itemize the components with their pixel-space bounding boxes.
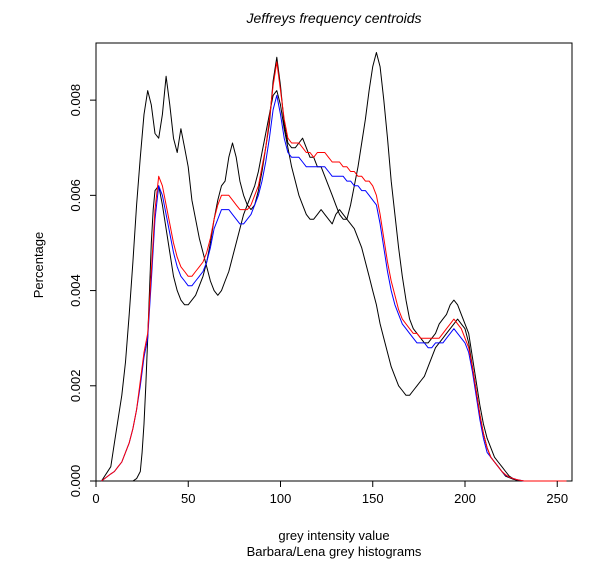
chart-title: Jeffreys frequency centroids [245,10,421,26]
y-tick-label: 0.006 [68,179,83,212]
y-tick-label: 0.004 [68,274,83,307]
x-tick-label: 100 [270,491,292,506]
y-tick-label: 0.008 [68,84,83,117]
x-tick-label: 250 [546,491,568,506]
x-tick-label: 0 [92,491,99,506]
series-line-1 [101,52,567,482]
x-tick-label: 150 [362,491,384,506]
y-axis-label: Percentage [31,232,46,299]
y-tick-label: 0.000 [68,465,83,498]
x-tick-label: 200 [454,491,476,506]
x-axis-sublabel: Barbara/Lena grey histograms [247,544,422,559]
y-tick-label: 0.002 [68,370,83,403]
x-axis-label: grey intensity value [278,528,389,543]
axis-layer: 0 50 100 150 200 250 0.000 0.002 0.004 0.006 0.008 [68,84,568,506]
plot-frame [95,42,573,482]
series-line-3 [101,94,567,482]
x-tick-label: 50 [181,491,195,506]
series-line-4 [101,61,567,482]
series-layer [101,52,567,482]
